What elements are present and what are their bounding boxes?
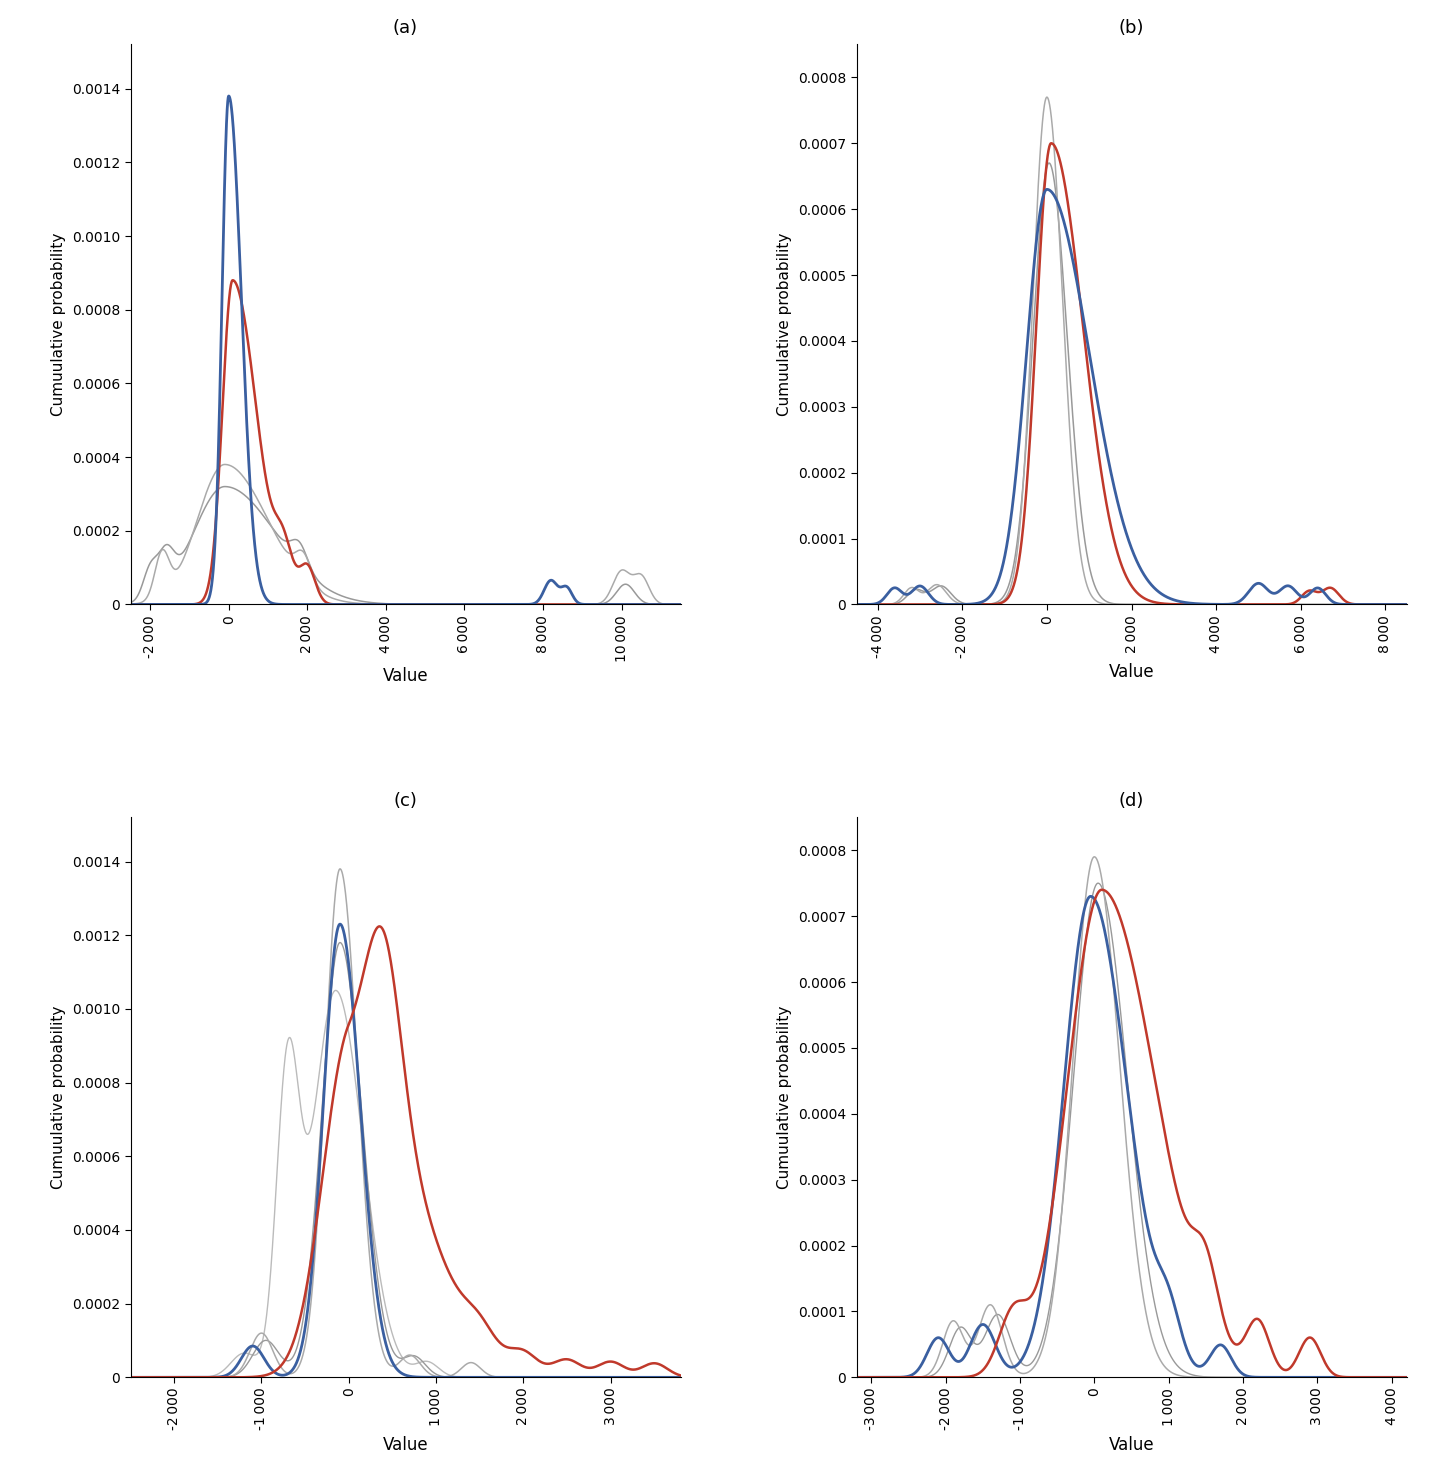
Title: (a): (a) [393, 19, 418, 37]
X-axis label: Value: Value [1109, 663, 1154, 681]
X-axis label: Value: Value [383, 666, 428, 686]
Y-axis label: Cumuulative probability: Cumuulative probability [51, 233, 67, 416]
Title: (c): (c) [393, 792, 418, 810]
Title: (d): (d) [1119, 792, 1144, 810]
Title: (b): (b) [1119, 19, 1144, 37]
Y-axis label: Cumuulative probability: Cumuulative probability [777, 233, 792, 416]
Y-axis label: Cumuulative probability: Cumuulative probability [51, 1006, 67, 1189]
X-axis label: Value: Value [1109, 1437, 1154, 1454]
X-axis label: Value: Value [383, 1437, 428, 1454]
Y-axis label: Cumuulative probability: Cumuulative probability [777, 1006, 792, 1189]
